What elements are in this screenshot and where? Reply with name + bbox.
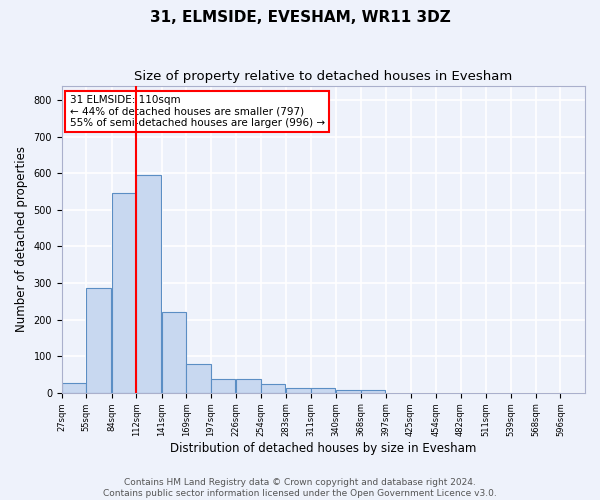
Bar bbox=[286, 388, 311, 392]
Bar bbox=[186, 364, 211, 392]
Text: 31 ELMSIDE: 110sqm
← 44% of detached houses are smaller (797)
55% of semi-detach: 31 ELMSIDE: 110sqm ← 44% of detached hou… bbox=[70, 95, 325, 128]
Title: Size of property relative to detached houses in Evesham: Size of property relative to detached ho… bbox=[134, 70, 512, 83]
Bar bbox=[211, 379, 235, 392]
Bar bbox=[161, 312, 186, 392]
Bar bbox=[112, 193, 136, 392]
Bar bbox=[361, 390, 385, 392]
Bar bbox=[336, 390, 361, 392]
Bar bbox=[311, 388, 335, 392]
Text: 31, ELMSIDE, EVESHAM, WR11 3DZ: 31, ELMSIDE, EVESHAM, WR11 3DZ bbox=[149, 10, 451, 25]
X-axis label: Distribution of detached houses by size in Evesham: Distribution of detached houses by size … bbox=[170, 442, 476, 455]
Bar bbox=[62, 383, 86, 392]
Bar bbox=[236, 379, 261, 392]
Y-axis label: Number of detached properties: Number of detached properties bbox=[15, 146, 28, 332]
Bar bbox=[86, 288, 111, 393]
Bar bbox=[261, 384, 285, 392]
Bar bbox=[136, 175, 161, 392]
Text: Contains HM Land Registry data © Crown copyright and database right 2024.
Contai: Contains HM Land Registry data © Crown c… bbox=[103, 478, 497, 498]
